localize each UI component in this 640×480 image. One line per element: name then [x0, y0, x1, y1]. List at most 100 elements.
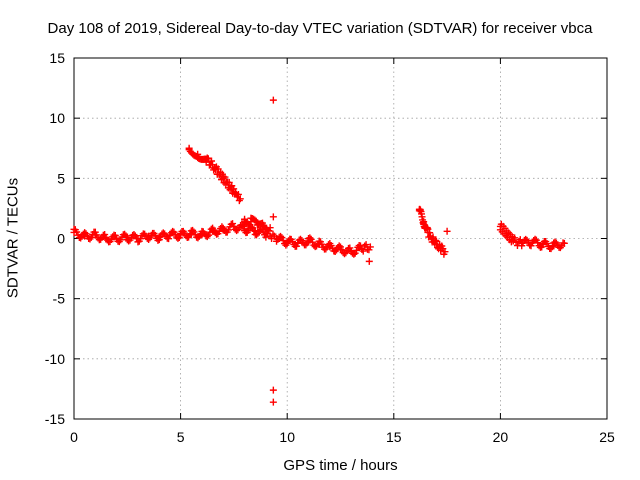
x-tick-label: 0: [70, 429, 78, 445]
series-fill-point: [429, 233, 437, 241]
series-fill-point: [203, 154, 211, 162]
data-point: [294, 239, 302, 247]
data-point: [503, 230, 511, 238]
series-fill-point: [511, 234, 519, 242]
x-tick-label: 25: [599, 429, 615, 445]
data-point: [253, 219, 261, 227]
data-point: [326, 243, 334, 251]
data-point: [241, 215, 249, 223]
data-point: [187, 230, 195, 238]
data-point: [102, 235, 110, 242]
data-point: [219, 174, 227, 182]
data-point: [428, 235, 436, 242]
data-point: [198, 231, 206, 239]
x-tick-label: 10: [279, 429, 295, 445]
series-fill-point: [77, 234, 85, 242]
y-tick-label: 5: [57, 170, 65, 186]
data-point: [81, 232, 89, 240]
data-point: [166, 231, 174, 239]
series-fill-point: [253, 231, 261, 239]
data-point: [432, 241, 440, 249]
y-tick-label: 0: [57, 231, 65, 247]
data-point: [443, 227, 451, 235]
data-point: [177, 231, 185, 239]
data-point: [420, 218, 428, 226]
data-point: [496, 222, 504, 230]
series-fill-point: [548, 243, 556, 251]
data-point: [550, 242, 558, 250]
data-point: [230, 222, 238, 230]
series-fill-point: [203, 233, 211, 241]
series-fill-point: [331, 247, 339, 255]
data-point: [273, 235, 281, 242]
series-fill-point: [130, 231, 138, 239]
data-point: [266, 224, 274, 232]
x-tick-label: 20: [493, 429, 509, 445]
y-axis-label: SDTVAR / TECUs: [4, 177, 22, 299]
data-point: [228, 185, 236, 193]
data-point: [113, 235, 121, 242]
series-fill-point: [335, 242, 343, 250]
series-fill-point: [362, 241, 370, 249]
x-tick-label: 5: [177, 429, 185, 445]
data-point: [305, 237, 313, 245]
chart-title: Day 108 of 2019, Sidereal Day-to-day VTE…: [47, 20, 593, 37]
tick-label-layer: 0 5 10 15 20 25 -15 -10 -5 0 5 10 15: [45, 50, 615, 445]
series-fill-point: [165, 235, 173, 243]
data-point: [269, 213, 277, 221]
data-point: [424, 228, 432, 236]
series-fill-point: [346, 244, 354, 252]
series-fill-point: [234, 190, 242, 198]
y-tick-label: -15: [45, 411, 65, 427]
data-point: [123, 233, 131, 241]
data-point: [236, 195, 244, 203]
data-point: [315, 241, 323, 249]
x-axis-label: GPS time / hours: [283, 457, 398, 474]
data-point-layer: [70, 96, 568, 406]
data-point: [134, 235, 142, 242]
data-point: [358, 244, 366, 252]
y-tick-label: 10: [49, 110, 65, 126]
data-point: [518, 239, 526, 247]
data-point: [202, 155, 210, 163]
data-point: [269, 398, 277, 406]
data-point: [219, 226, 227, 234]
series-fill-point: [214, 165, 222, 173]
series-fill-point: [306, 234, 314, 242]
series-fill-point: [218, 223, 226, 231]
data-point: [260, 221, 268, 229]
data-point: [365, 257, 373, 265]
x-tick-label: 15: [386, 429, 402, 445]
series-fill-point: [86, 235, 94, 243]
data-point: [211, 164, 219, 172]
data-point: [560, 239, 568, 247]
data-point: [441, 248, 449, 256]
data-point: [539, 241, 547, 249]
data-point: [194, 150, 202, 158]
data-point: [337, 245, 344, 253]
series-fill-point: [122, 232, 130, 240]
data-point: [269, 96, 277, 104]
series-fill-point: [154, 236, 162, 244]
data-point: [437, 244, 445, 252]
series-fill-point: [277, 232, 285, 240]
data-point: [70, 228, 78, 236]
series-fill-point: [238, 221, 246, 229]
data-point: [251, 227, 259, 235]
data-point: [145, 232, 153, 240]
series-fill-point: [352, 246, 360, 254]
data-point: [283, 238, 291, 246]
data-point: [269, 386, 277, 394]
data-point: [415, 207, 423, 215]
data-point: [347, 248, 355, 256]
data-point: [91, 231, 99, 239]
data-point: [185, 144, 193, 152]
y-tick-label: -10: [45, 351, 65, 367]
series-fill-point: [194, 234, 202, 242]
axis-layer: [73, 57, 608, 420]
series-fill-point: [297, 235, 305, 243]
series-fill-point: [208, 157, 216, 165]
y-tick-label: 15: [49, 50, 65, 66]
y-tick-label: -5: [53, 291, 66, 307]
